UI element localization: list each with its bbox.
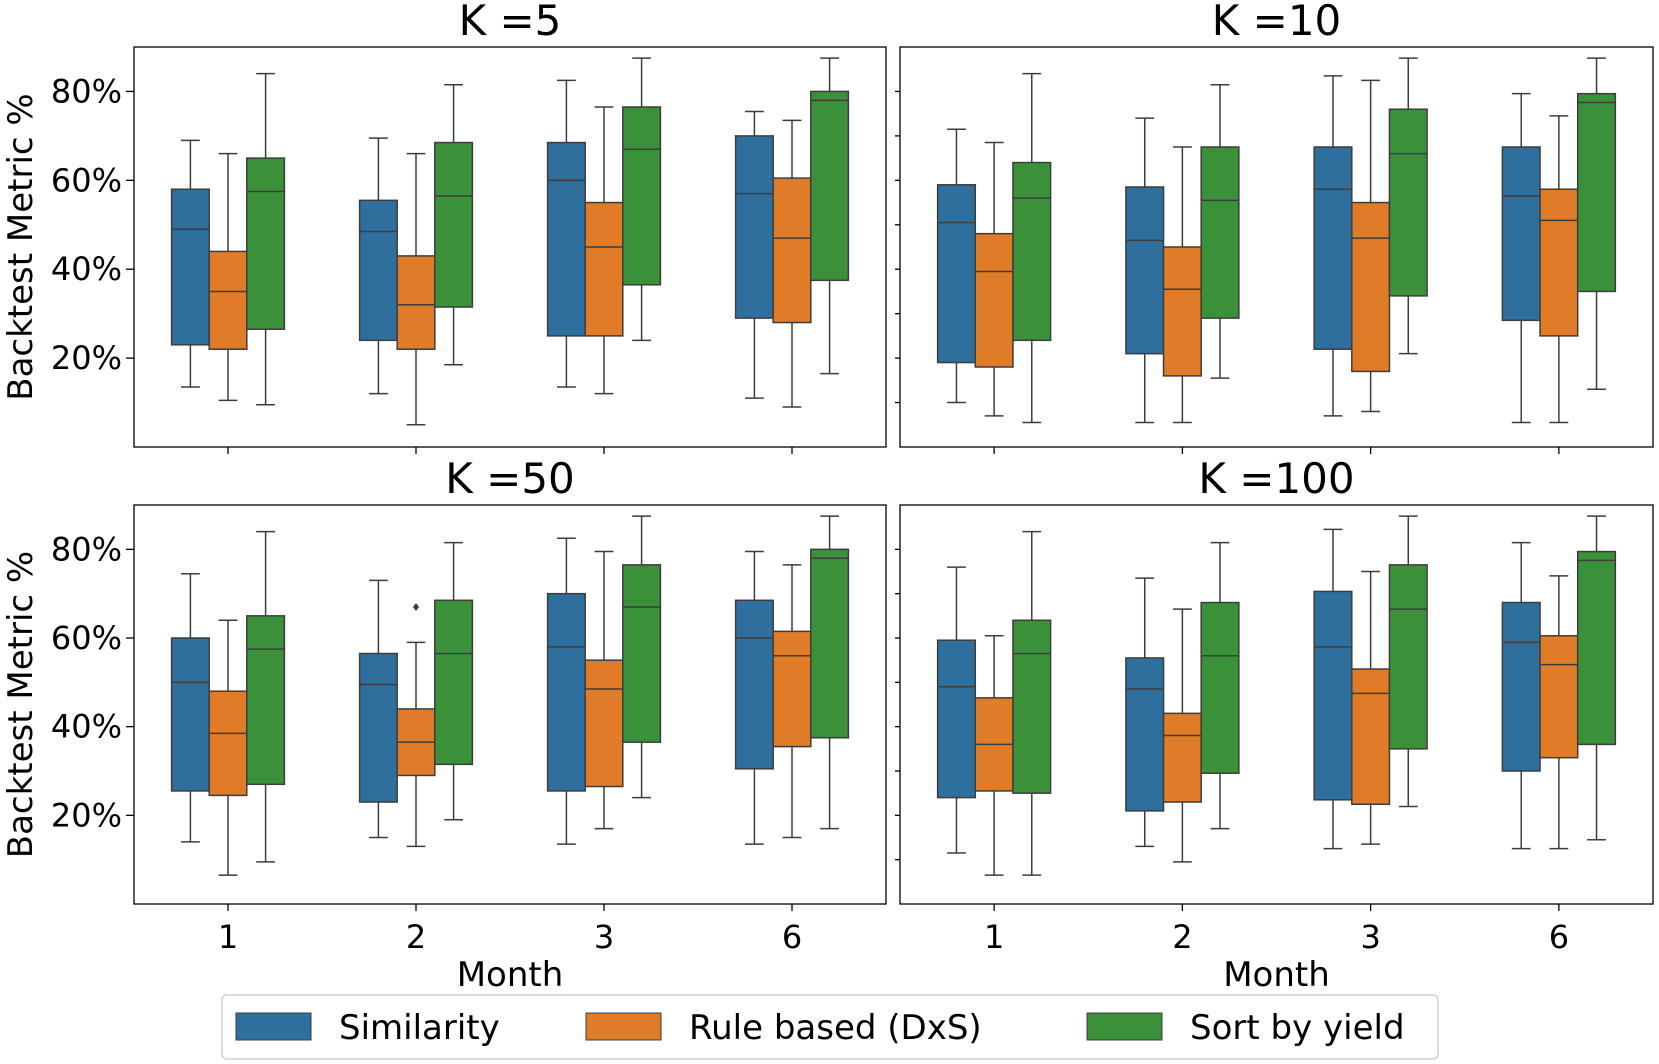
legend-frame: [221, 994, 1439, 1060]
legend-label: Sort by yield: [1190, 1008, 1405, 1048]
x-axis-label: Month: [1223, 955, 1330, 995]
box-similarity: [734, 599, 774, 770]
legend-swatch: [585, 1012, 662, 1041]
y-tick-label: 20%: [51, 339, 122, 377]
y-tick-label: 40%: [51, 708, 122, 746]
panel-title: K =100: [1198, 454, 1354, 503]
axes-frame: [133, 504, 887, 905]
x-tick-label: 1: [984, 918, 1004, 956]
box-sort-by-yield: [622, 564, 662, 743]
legend-swatch: [1086, 1012, 1163, 1041]
box-rule-based-dxs-: [772, 630, 812, 748]
box-similarity: [546, 141, 586, 337]
box-sort-by-yield: [810, 90, 850, 282]
box-sort-by-yield: [1576, 550, 1617, 746]
box-sort-by-yield: [434, 599, 474, 766]
box-sort-by-yield: [1576, 92, 1617, 293]
box-sort-by-yield: [810, 548, 850, 739]
box-rule-based-dxs-: [584, 659, 624, 788]
x-tick-label: 3: [594, 918, 614, 956]
x-tick-label: 3: [1360, 918, 1380, 956]
box-similarity: [1501, 146, 1541, 322]
box-rule-based-dxs-: [396, 255, 436, 350]
box-similarity: [358, 199, 398, 342]
box-rule-based-dxs-: [208, 690, 248, 797]
box-sort-by-yield: [434, 141, 474, 308]
axes-frame: [899, 46, 1654, 448]
box-sort-by-yield: [246, 615, 286, 786]
y-tick-label: 80%: [51, 72, 122, 110]
box-rule-based-dxs-: [1162, 246, 1202, 377]
box-sort-by-yield: [1200, 601, 1240, 774]
box-sort-by-yield: [1012, 619, 1052, 794]
x-tick-label: 6: [782, 918, 802, 956]
y-tick-label: 60%: [51, 619, 122, 657]
box-rule-based-dxs-: [1539, 635, 1579, 759]
box-similarity: [936, 184, 977, 364]
y-tick-label: 80%: [51, 530, 122, 568]
x-tick-label: 2: [1172, 918, 1192, 956]
y-tick-label: 20%: [51, 796, 122, 834]
box-rule-based-dxs-: [974, 232, 1014, 368]
box-similarity: [546, 592, 586, 792]
box-rule-based-dxs-: [1539, 188, 1579, 337]
box-similarity: [1125, 186, 1165, 355]
axes-frame: [133, 46, 887, 448]
box-similarity: [1501, 601, 1541, 772]
panel-title: K =50: [445, 454, 575, 503]
box-rule-based-dxs-: [1351, 201, 1391, 373]
box-similarity: [1313, 146, 1353, 350]
box-similarity: [734, 135, 774, 319]
legend-label: Rule based (DxS): [689, 1008, 982, 1048]
box-rule-based-dxs-: [1162, 712, 1202, 803]
box-similarity: [936, 639, 977, 799]
box-sort-by-yield: [1200, 146, 1240, 319]
box-sort-by-yield: [246, 157, 286, 330]
box-sort-by-yield: [1012, 161, 1052, 342]
y-tick-label: 60%: [51, 161, 122, 199]
x-tick-label: 6: [1549, 918, 1569, 956]
x-tick-label: 2: [406, 918, 426, 956]
box-similarity: [170, 637, 210, 792]
panel-title: K =10: [1212, 0, 1342, 45]
box-sort-by-yield: [622, 106, 662, 286]
x-tick-label: 1: [218, 918, 238, 956]
box-sort-by-yield: [1388, 564, 1428, 750]
box-similarity: [170, 188, 210, 346]
box-rule-based-dxs-: [772, 177, 812, 324]
outlier-point: [413, 602, 419, 611]
y-axis-label: Backtest Metric %: [1, 93, 41, 400]
box-rule-based-dxs-: [208, 250, 248, 350]
box-similarity: [1313, 590, 1353, 801]
y-tick-label: 40%: [51, 250, 122, 288]
box-rule-based-dxs-: [584, 201, 624, 337]
box-rule-based-dxs-: [1351, 668, 1391, 805]
axes-frame: [899, 504, 1654, 905]
y-axis-label: Backtest Metric %: [1, 551, 41, 858]
box-sort-by-yield: [1388, 108, 1428, 297]
x-axis-label: Month: [457, 955, 564, 995]
panel-title: K =5: [459, 0, 562, 45]
box-similarity: [1125, 657, 1165, 812]
box-similarity: [358, 652, 398, 803]
legend-swatch: [235, 1012, 312, 1041]
legend-label: Similarity: [339, 1008, 500, 1048]
